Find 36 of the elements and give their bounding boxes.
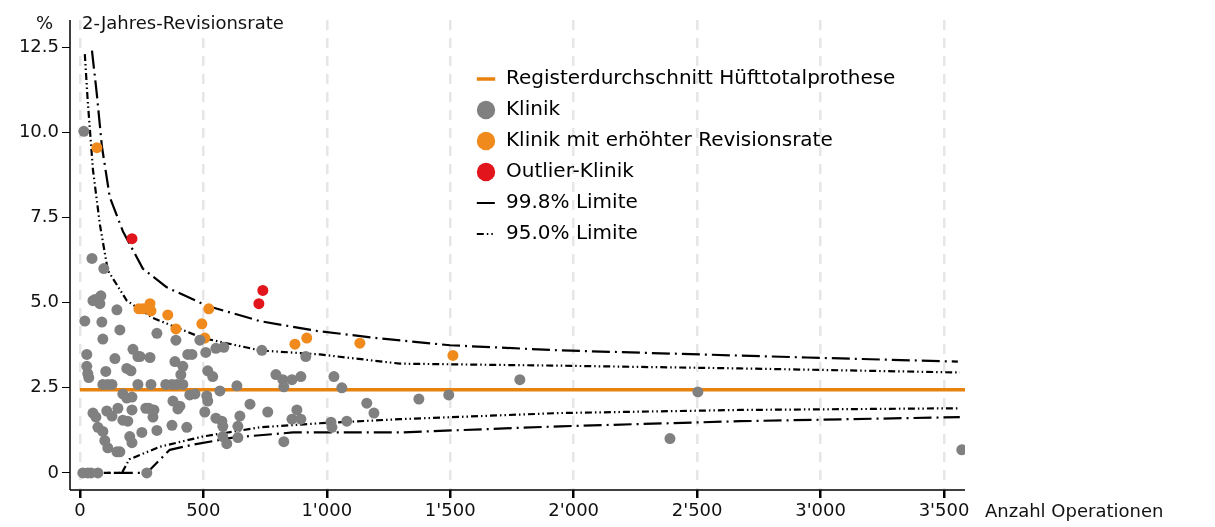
x-tick-label: 3'000 — [795, 499, 846, 521]
point — [257, 284, 269, 296]
x-tick-label: 0 — [74, 499, 86, 521]
legend-label: Klinik — [506, 96, 561, 121]
point — [354, 337, 366, 349]
y-tick-label: 5.0 — [30, 290, 59, 312]
point — [170, 323, 182, 335]
y-tick-label: 10.0 — [18, 120, 59, 142]
x-tick-label: 3'500 — [918, 499, 970, 521]
point — [253, 298, 265, 310]
point — [203, 303, 215, 315]
legend-label: Outlier-Klinik — [506, 158, 635, 183]
y-tick-label: 12.5 — [18, 34, 59, 56]
chart-title: 2-Jahres-Revisionsrate — [82, 12, 284, 33]
point — [289, 338, 301, 350]
point — [91, 142, 103, 154]
y-tick-label: 7.5 — [30, 205, 59, 227]
x-tick-label: 1'000 — [301, 499, 353, 521]
x-tick-label: 2'500 — [671, 499, 723, 521]
point — [145, 305, 157, 317]
point — [301, 332, 313, 344]
legend-label: Klinik mit erhöhter Revisionsrate — [506, 127, 833, 152]
x-axis-title: Anzahl Operationen — [985, 500, 1164, 521]
point — [162, 309, 174, 321]
legend-label: Registerdurchschnitt Hüfttotalprothese — [506, 65, 896, 90]
point — [196, 318, 208, 330]
y-axis-title: % — [36, 12, 54, 33]
x-tick-label: 500 — [186, 499, 221, 521]
y-tick-label: 2.5 — [30, 375, 59, 397]
y-tick-label: 0 — [47, 460, 59, 482]
legend-label: 99.8% Limite — [506, 189, 638, 214]
x-tick-label: 1'500 — [424, 499, 476, 521]
x-tick-label: 2'000 — [548, 499, 600, 521]
legend-label: 95.0% Limite — [506, 220, 638, 245]
point — [447, 349, 459, 361]
point — [126, 233, 138, 245]
